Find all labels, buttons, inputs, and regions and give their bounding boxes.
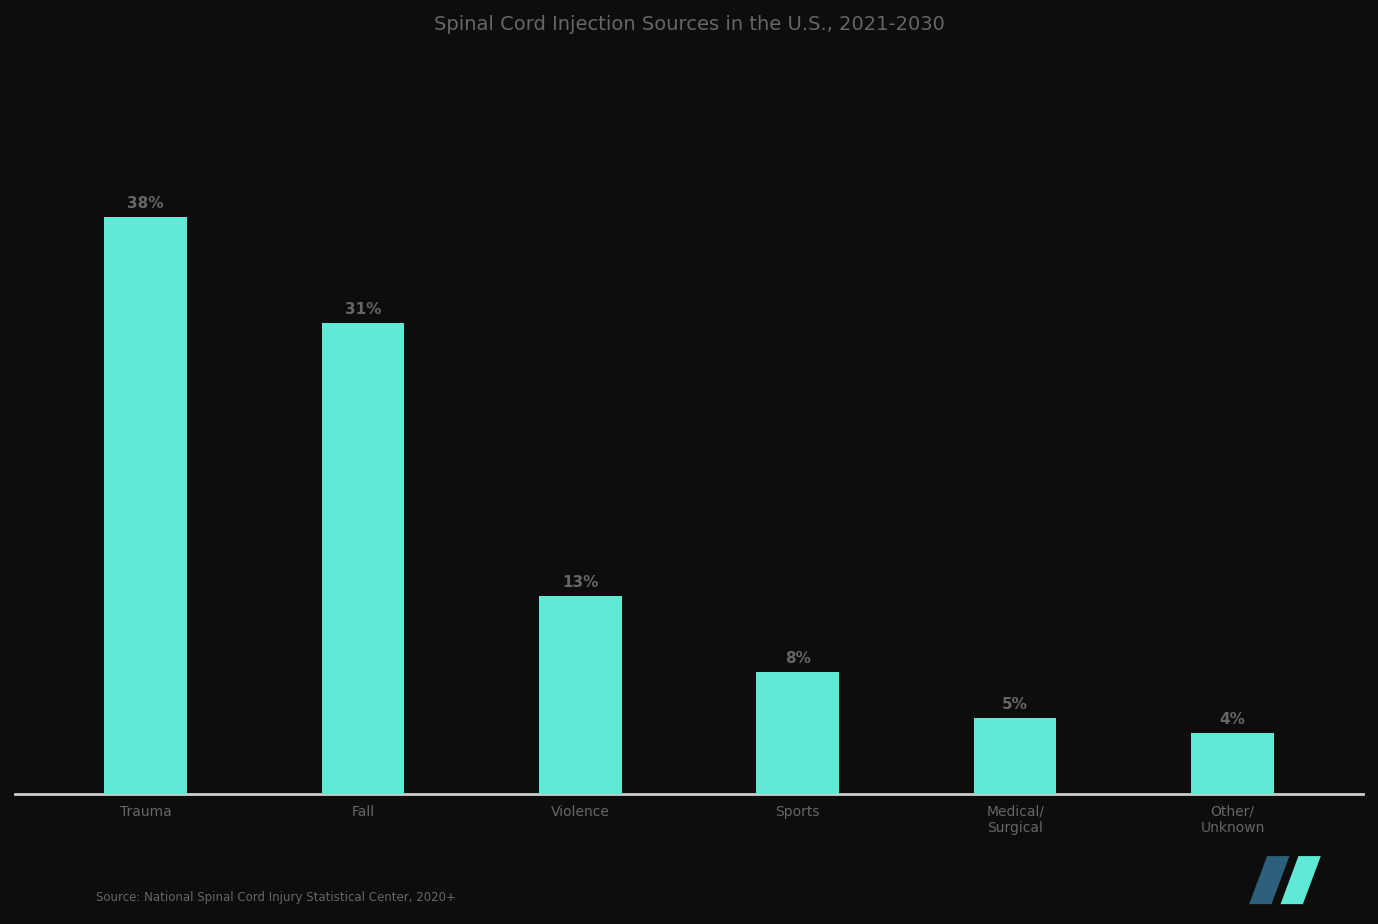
Polygon shape — [1280, 856, 1320, 904]
Text: 5%: 5% — [1002, 697, 1028, 711]
Bar — [105, 216, 187, 794]
Bar — [974, 718, 1057, 794]
Text: 4%: 4% — [1220, 711, 1246, 727]
Text: 38%: 38% — [127, 196, 164, 211]
Bar — [1191, 733, 1273, 794]
Bar — [539, 596, 621, 794]
Text: Source: National Spinal Cord Injury Statistical Center, 2020+: Source: National Spinal Cord Injury Stat… — [96, 891, 456, 904]
Polygon shape — [1250, 856, 1290, 904]
Bar — [321, 322, 404, 794]
Bar — [757, 673, 839, 794]
Text: 31%: 31% — [344, 302, 382, 317]
Text: 8%: 8% — [785, 651, 810, 666]
Title: Spinal Cord Injection Sources in the U.S., 2021-2030: Spinal Cord Injection Sources in the U.S… — [434, 15, 944, 34]
Text: 13%: 13% — [562, 576, 598, 590]
